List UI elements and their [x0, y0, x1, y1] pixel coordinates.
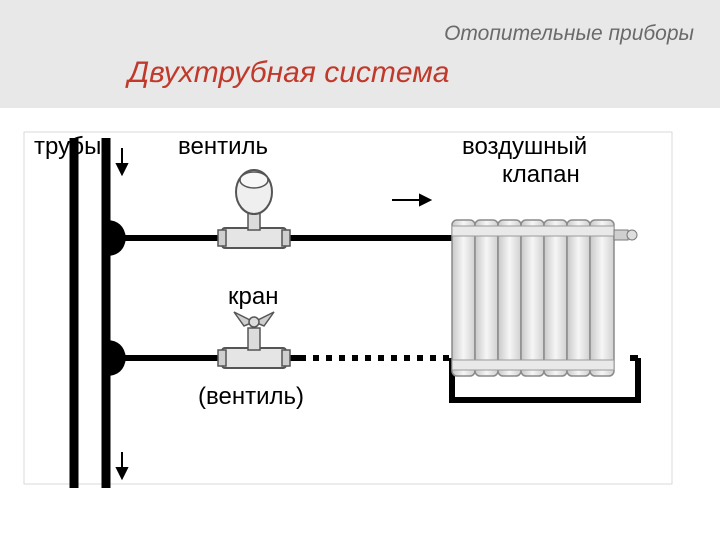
valve-top [218, 170, 290, 248]
slide-title: Двухтрубная система [128, 56, 450, 90]
label-pipes: трубы [34, 133, 101, 160]
header-bar: Отопительные приборы Двухтрубная система [0, 0, 720, 108]
label-air-valve-1: воздушный [462, 133, 587, 160]
valve-bottom [218, 312, 290, 368]
heating-diagram: трубы вентиль воздушный клапан кран (вен… [0, 108, 720, 540]
label-tap: кран [228, 283, 278, 310]
label-air-valve-2: клапан [502, 161, 580, 188]
radiator [452, 220, 637, 376]
diagram-area: трубы вентиль воздушный клапан кран (вен… [0, 108, 720, 540]
air-valve-icon [627, 230, 637, 240]
label-valve-top: вентиль [178, 133, 268, 160]
label-valve-bottom: (вентиль) [198, 383, 304, 410]
slide-subtitle: Отопительные приборы [444, 22, 694, 46]
